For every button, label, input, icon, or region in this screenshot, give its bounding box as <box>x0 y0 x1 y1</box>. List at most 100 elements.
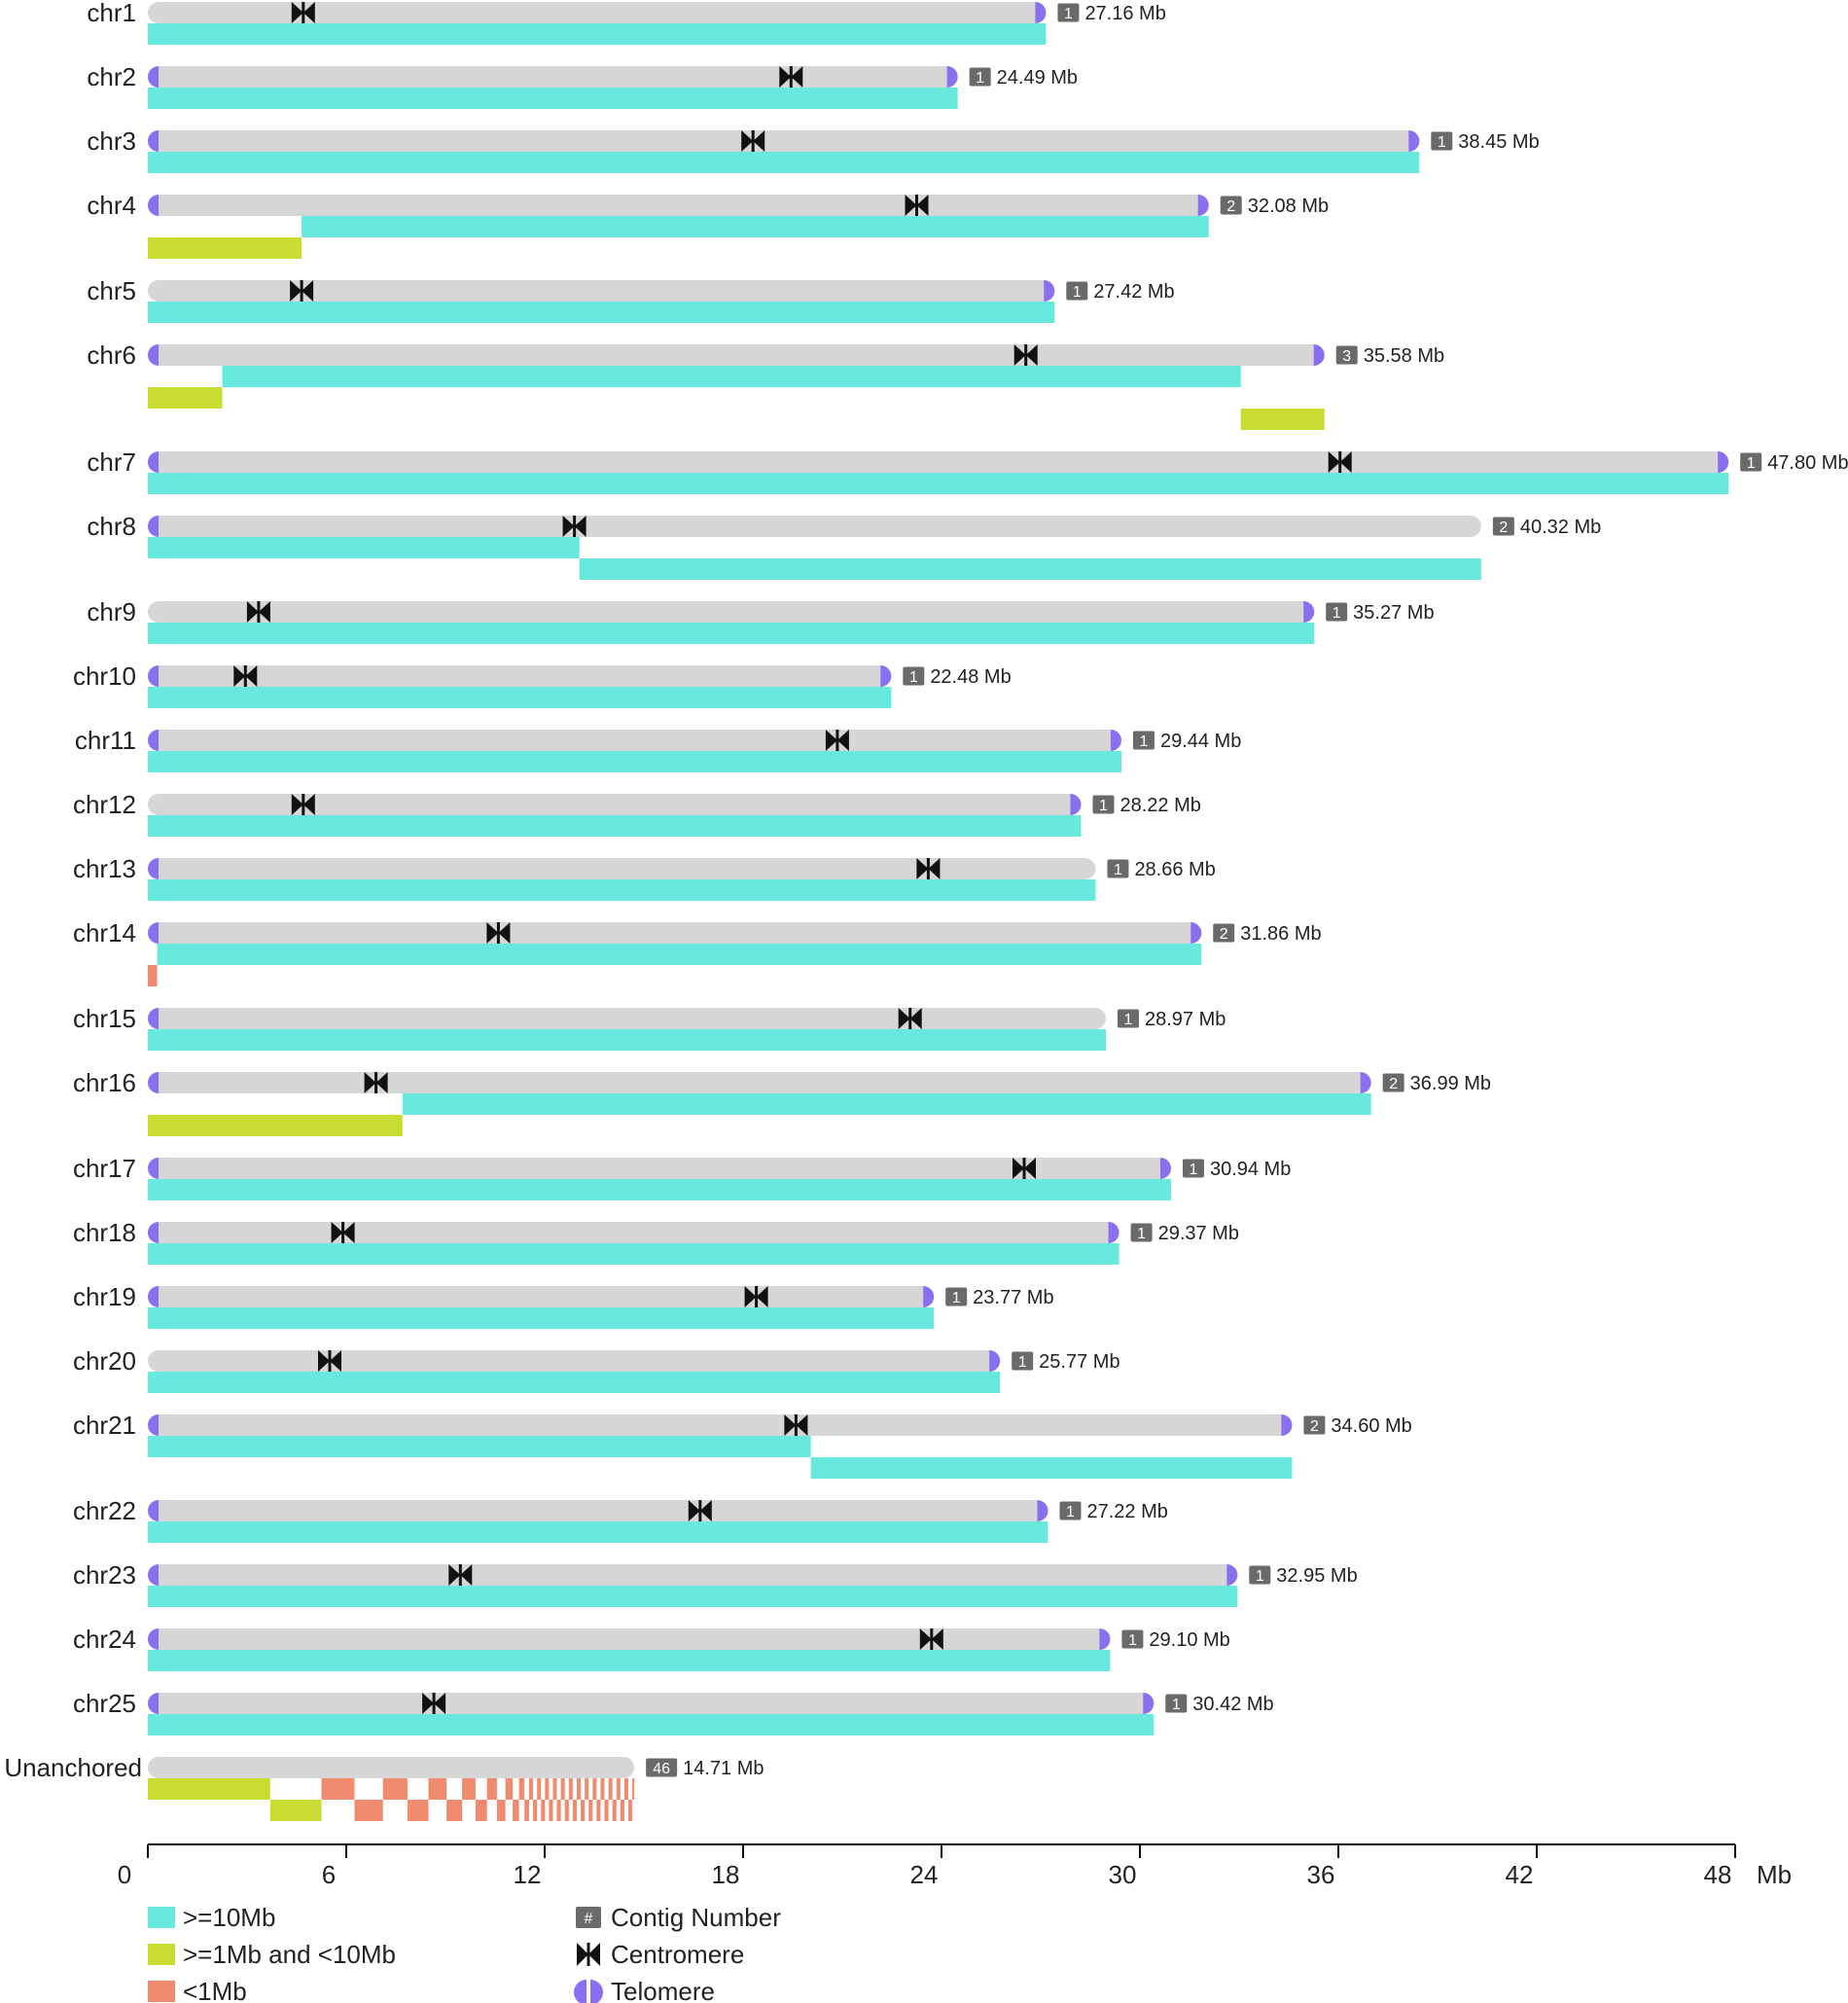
chromosome-length-chr4: 32.08 Mb <box>1248 196 1329 217</box>
contig-lt1mb-unanchored <box>627 1800 633 1821</box>
telomere-right-chr24 <box>1099 1628 1111 1650</box>
chromosome-bar-chr25 <box>148 1693 1155 1714</box>
contig-count-chr16: 2 <box>1389 1076 1398 1092</box>
contig-count-unanchored-box <box>646 1758 678 1777</box>
telomere-right-chr3 <box>1408 130 1420 152</box>
contig-lt1mb-unanchored <box>556 1800 561 1821</box>
contig-lt1mb-unanchored <box>600 1778 605 1800</box>
chromosome-label: chr14 <box>73 918 136 948</box>
contig-lt1mb-unanchored <box>475 1800 487 1821</box>
contig-count-chr2: 1 <box>976 70 984 87</box>
contig-lt1mb-unanchored <box>588 1800 593 1821</box>
chromosome-label: chr25 <box>73 1689 136 1718</box>
legend-label: >=1Mb and <10Mb <box>183 1940 396 1969</box>
chromosome-bar-chr6 <box>148 344 1325 366</box>
contig-lt1mb-unanchored <box>382 1778 408 1800</box>
telomere-right-chr12 <box>1070 794 1082 815</box>
contig-ge10mb-chr19 <box>148 1307 935 1329</box>
contig-ge10mb-chr20 <box>148 1372 1001 1393</box>
contig-lt1mb-unanchored <box>632 1778 635 1800</box>
telomere-left-chr23 <box>148 1564 159 1586</box>
chromosome-bar-chr9 <box>148 601 1315 623</box>
contig-count-chr20: 1 <box>1018 1354 1027 1371</box>
contig-lt1mb-unanchored <box>524 1800 529 1821</box>
contig-ge10mb-chr23 <box>148 1586 1238 1607</box>
chromosome-bar-chr17 <box>148 1158 1171 1179</box>
chromosome-bar-chr3 <box>148 130 1420 152</box>
telomere-left-chr4 <box>148 195 159 216</box>
contig-ge10mb-chr2 <box>148 88 958 109</box>
contig-lt1mb-unanchored <box>596 1800 601 1821</box>
telomere-right-chr1 <box>1035 2 1047 23</box>
contig-ge10mb-chr8 <box>148 537 580 558</box>
contig-count-chr10-box <box>903 666 925 686</box>
contig-lt1mb-unanchored <box>407 1800 429 1821</box>
telomere-right-chr19 <box>923 1286 935 1307</box>
contig-count-chr14: 2 <box>1220 926 1228 943</box>
legend-label: Centromere <box>611 1940 744 1969</box>
legend-badge-box <box>576 1907 601 1928</box>
contig-count-unanchored: 46 <box>653 1761 670 1777</box>
contig-lt1mb-unanchored <box>581 1800 586 1821</box>
telomere-right-chr9 <box>1303 601 1315 623</box>
contig-ge10mb-chr4 <box>302 216 1209 237</box>
telomere-left-chr17 <box>148 1158 159 1179</box>
contig-ge10mb-chr1 <box>148 23 1047 45</box>
contig-count-chr21-box <box>1303 1415 1326 1435</box>
chromosome-bar-chr20 <box>148 1350 1001 1372</box>
chromosome-length-chr9: 35.27 Mb <box>1353 602 1434 624</box>
contig-1to10mb-chr6 <box>148 387 223 409</box>
contig-count-chr7: 1 <box>1747 455 1756 472</box>
x-tick-label: 0 <box>118 1860 131 1889</box>
chromosome-label: chr17 <box>73 1154 136 1183</box>
contig-count-chr5-box <box>1066 281 1088 301</box>
chromosome-label: chr3 <box>87 126 136 156</box>
centromere-chr3-core <box>751 130 755 152</box>
contig-lt1mb-unanchored <box>513 1800 519 1821</box>
contig-ge10mb-chr15 <box>148 1029 1106 1051</box>
telomere-left-chr14 <box>148 922 159 944</box>
telomere-right-chr11 <box>1110 730 1121 751</box>
chromosome-label: chr12 <box>73 790 136 819</box>
contig-count-chr6: 3 <box>1342 348 1351 365</box>
chromosome-length-chr2: 24.49 Mb <box>997 67 1078 89</box>
chromosome-label: chr22 <box>73 1496 136 1525</box>
chromosome-length-chr16: 36.99 Mb <box>1410 1073 1491 1094</box>
centromere-chr21-core <box>794 1414 798 1436</box>
contig-lt1mb-unanchored <box>560 1778 565 1800</box>
chromosome-length-chr7: 47.80 Mb <box>1767 452 1848 474</box>
telomere-left-chr10 <box>148 665 159 687</box>
telomere-right-chr16 <box>1360 1072 1371 1093</box>
chromosome-bar-chr5 <box>148 280 1055 302</box>
contig-count-chr20-box <box>1012 1351 1034 1371</box>
centromere-chr8-core <box>573 516 577 537</box>
x-tick-label: 48 <box>1704 1860 1732 1889</box>
contig-1to10mb-chr16 <box>148 1115 403 1136</box>
contig-count-chr3: 1 <box>1438 134 1446 151</box>
contig-count-chr12: 1 <box>1099 798 1108 814</box>
x-tick-label: 42 <box>1506 1860 1534 1889</box>
chromosome-bar-chr10 <box>148 665 892 687</box>
contig-lt1mb-unanchored <box>623 1778 628 1800</box>
chromosome-length-chr21: 34.60 Mb <box>1331 1415 1411 1437</box>
chromosome-length-chr25: 30.42 Mb <box>1192 1694 1273 1715</box>
contig-count-chr21: 2 <box>1310 1418 1319 1435</box>
contig-lt1mb-unanchored <box>541 1800 546 1821</box>
chromosome-label: chr13 <box>73 854 136 883</box>
chromosome-bar-chr13 <box>148 858 1096 879</box>
contig-count-chr12-box <box>1092 795 1115 814</box>
contig-ge10mb-chr13 <box>148 879 1096 901</box>
legend-label: <1Mb <box>183 1977 247 2003</box>
contig-ge10mb-chr11 <box>148 751 1121 772</box>
centromere-chr12-core <box>302 794 305 815</box>
contig-ge10mb-chr7 <box>148 473 1729 494</box>
chromosome-label: chr8 <box>87 512 136 541</box>
chromosome-label: chr24 <box>73 1625 136 1654</box>
contig-count-chr19-box <box>945 1287 968 1306</box>
contig-count-chr13: 1 <box>1114 862 1122 878</box>
contig-lt1mb-unanchored <box>564 1800 569 1821</box>
centromere-chr14-core <box>496 922 500 944</box>
telomere-left-chr19 <box>148 1286 159 1307</box>
contig-count-chr13-box <box>1107 859 1129 878</box>
contig-count-chr4-box <box>1220 196 1242 215</box>
